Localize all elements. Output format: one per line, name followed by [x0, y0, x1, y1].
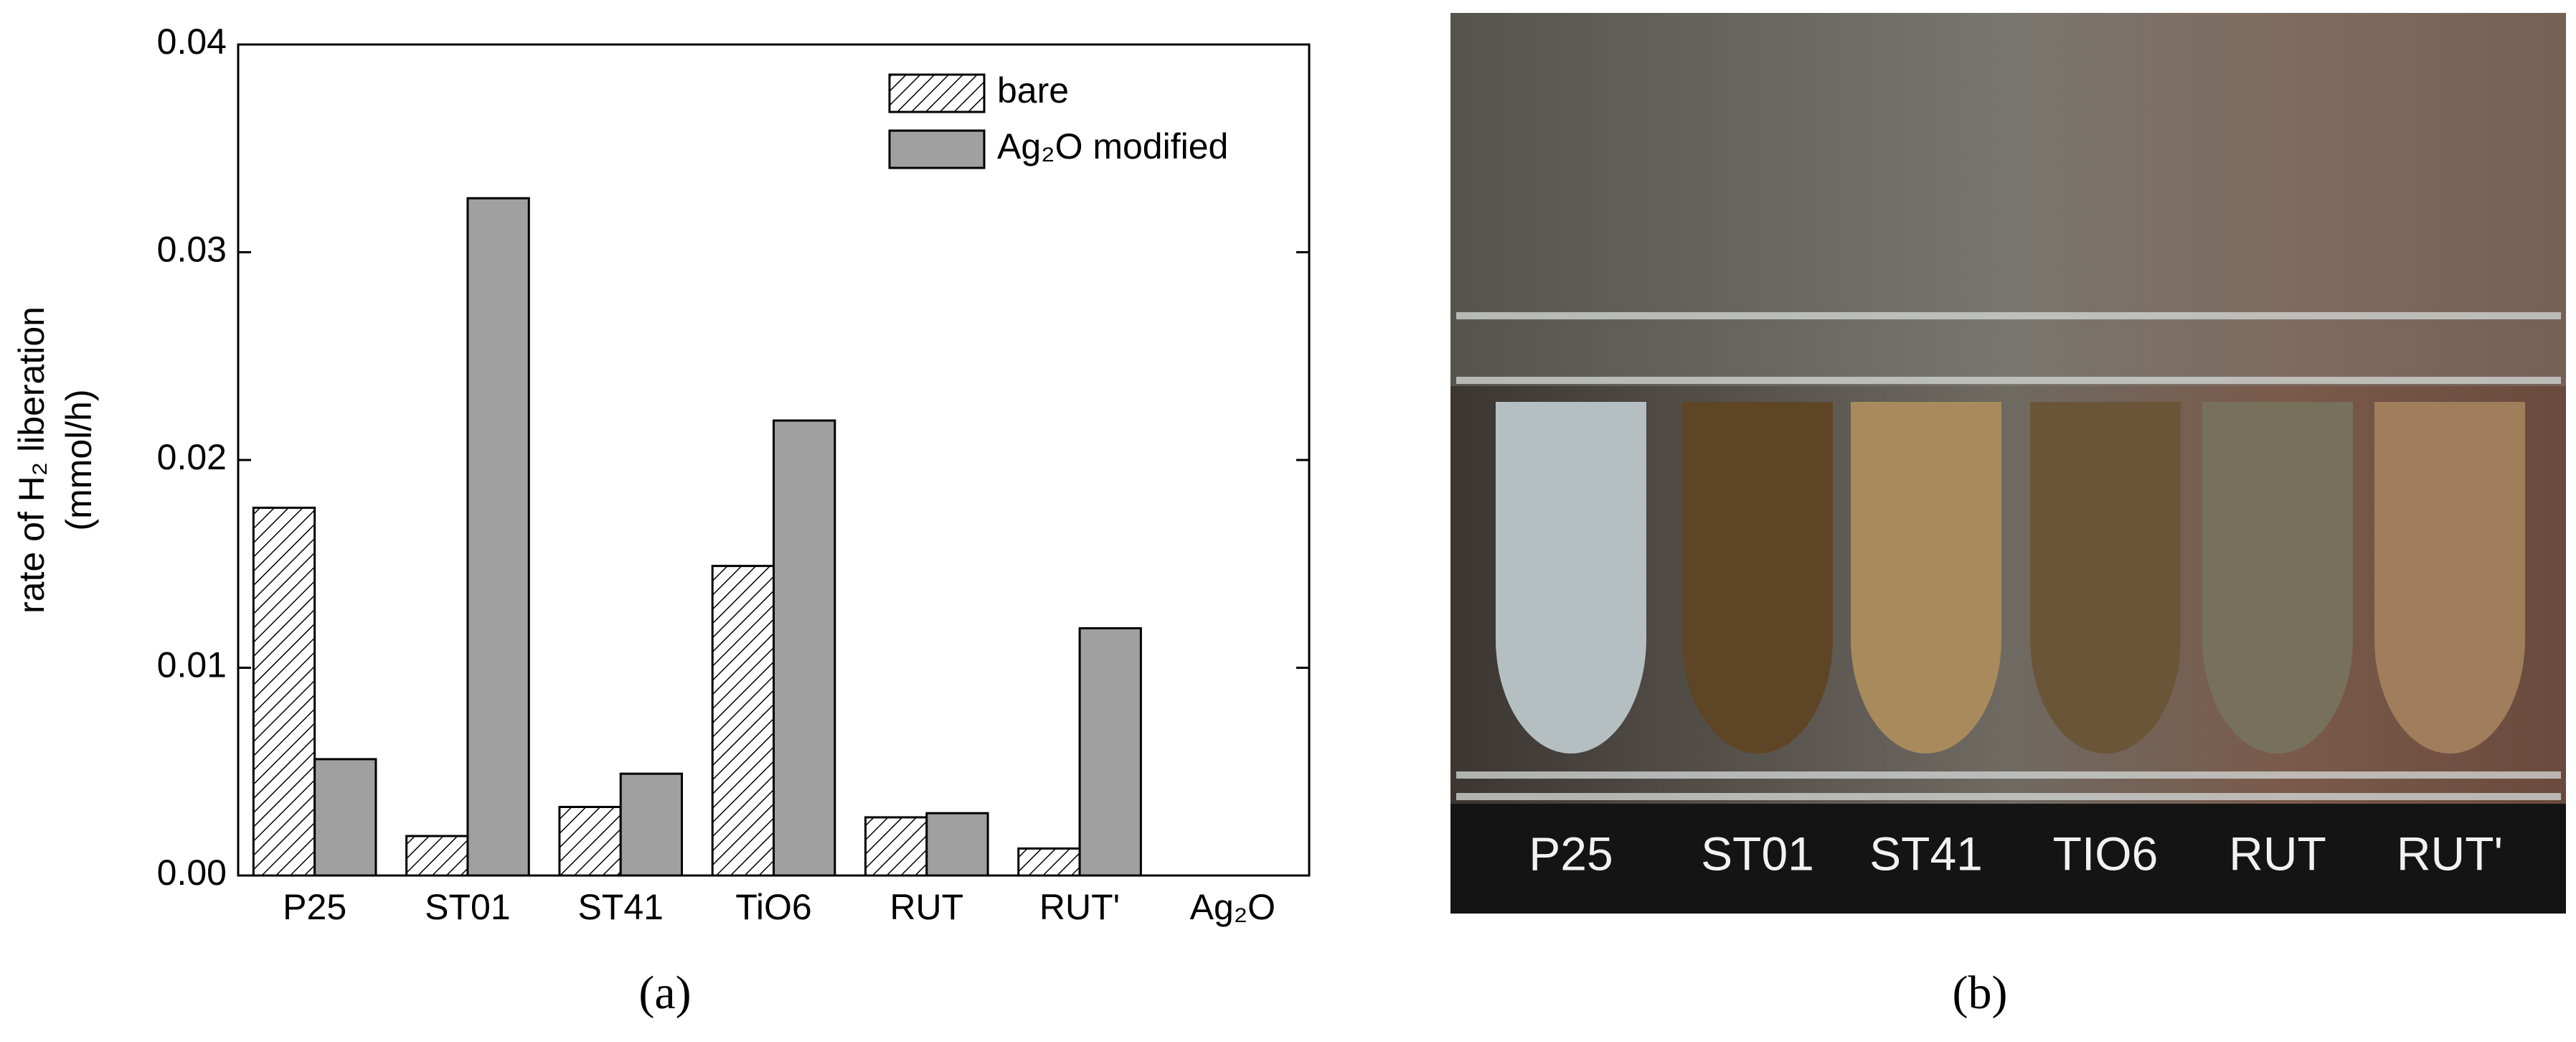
bar [1078, 626, 1142, 877]
legend-label: bare [997, 70, 1069, 111]
bar [558, 805, 622, 877]
x-tick-label: RUT' [1039, 887, 1120, 927]
photo-label: ST01 [1701, 827, 1814, 880]
legend-swatch [888, 129, 986, 169]
bar [252, 507, 316, 877]
bar [619, 772, 684, 877]
photo [1450, 13, 2566, 914]
y-tick-label: 0.04 [157, 22, 227, 62]
x-tick-label: ST01 [425, 887, 511, 927]
y-axis-label: (mmol/h) [59, 389, 99, 530]
y-tick-label: 0.00 [157, 853, 227, 893]
bar [1017, 847, 1081, 877]
y-tick-label: 0.03 [157, 230, 227, 270]
legend-swatch [888, 73, 986, 113]
photo-label: TIO6 [2053, 827, 2159, 880]
y-tick-label: 0.02 [157, 437, 227, 477]
panel-label: (b) [1953, 967, 2008, 1019]
bar [711, 565, 775, 877]
y-axis-label: rate of H₂ liberation [11, 306, 52, 614]
x-tick-label: TiO6 [735, 887, 812, 927]
bar [925, 812, 989, 877]
bar [313, 758, 377, 877]
panel-label: (a) [638, 967, 691, 1019]
x-tick-label: RUT [890, 887, 963, 927]
photo-label: P25 [1529, 827, 1613, 880]
x-tick-label: ST41 [577, 887, 664, 927]
photo-label: RUT [2229, 827, 2326, 880]
photo-label: ST41 [1869, 827, 1983, 880]
plot-frame [237, 43, 1311, 877]
x-tick-label: P25 [283, 887, 346, 927]
bar [405, 835, 469, 877]
bar [466, 197, 530, 877]
legend-label: Ag₂O modified [997, 126, 1228, 166]
bar [864, 816, 928, 877]
y-tick-label: 0.01 [157, 645, 227, 685]
photo-label: RUT' [2397, 827, 2503, 880]
x-tick-label: Ag₂O [1190, 887, 1275, 927]
bar [773, 419, 836, 877]
